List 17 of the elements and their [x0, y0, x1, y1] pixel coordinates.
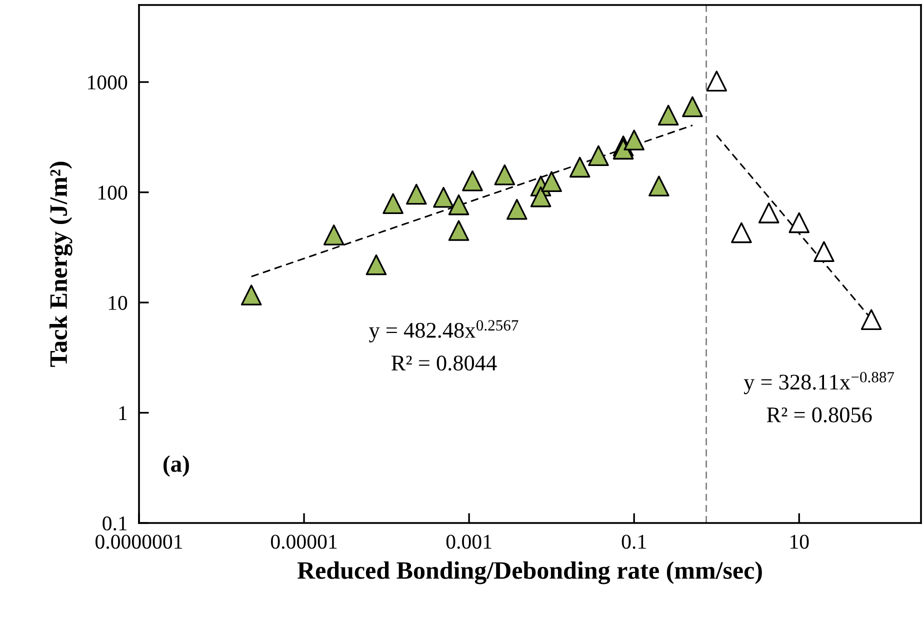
x-tick-label: 0.0000001: [96, 534, 182, 549]
y-tick-label: 1: [119, 406, 127, 420]
y-tick-label: 10: [108, 296, 128, 310]
x-tick-label: 0.1: [622, 534, 646, 549]
x-tick-label: 0.00001: [270, 534, 337, 549]
y-tick-label: 1000: [88, 75, 128, 90]
x-tick-label: 10: [790, 534, 809, 549]
x-axis-title: Reduced Bonding/Debonding rate (mm/sec): [297, 561, 762, 584]
y-tick-label: 0.1: [102, 516, 127, 531]
annotation: (a): [163, 455, 189, 477]
y-tick-label: 100: [98, 186, 128, 200]
annotation: y = 328.11x$^{−0.887}$: [744, 372, 894, 394]
annotation: y = 482.48x$^{0.2567}$: [369, 320, 518, 342]
y-axis-title: Tack Energy (J/m²): [49, 162, 72, 367]
annotation: R² = 0.8044: [392, 356, 497, 371]
x-tick-label: 0.001: [446, 534, 492, 549]
annotation: R² = 0.8056: [766, 407, 872, 422]
